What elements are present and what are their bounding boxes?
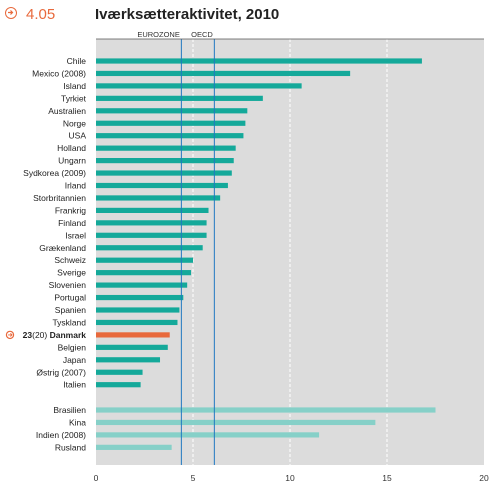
bar xyxy=(96,307,180,313)
category-label: 23(20) Danmark xyxy=(23,330,87,340)
arrow-right-circle-icon xyxy=(5,330,15,340)
category-label: Italien xyxy=(63,380,86,390)
bar xyxy=(96,70,351,77)
bar xyxy=(96,145,236,151)
bar xyxy=(96,232,207,238)
category-label: Kina xyxy=(69,417,86,427)
bar xyxy=(96,120,246,126)
category-label: Brasilien xyxy=(53,405,86,415)
arrow-right-icon xyxy=(8,332,13,337)
category-label: Israel xyxy=(65,230,86,240)
bar xyxy=(96,382,141,388)
bar xyxy=(96,207,209,213)
bar xyxy=(96,419,376,426)
bar xyxy=(96,369,143,375)
bar xyxy=(96,432,320,438)
bar xyxy=(96,220,207,226)
category-label: Storbritannien xyxy=(33,193,86,203)
category-label: Belgien xyxy=(58,342,87,352)
category-label: Schweiz xyxy=(54,255,86,265)
category-label: Frankrig xyxy=(55,205,86,215)
category-label: Rusland xyxy=(55,442,86,452)
category-label: Mexico (2008) xyxy=(32,68,86,78)
figure-header: 4.05 Iværksætteraktivitet, 2010 xyxy=(0,0,500,26)
bar xyxy=(96,257,193,263)
bar xyxy=(96,195,221,201)
bar xyxy=(96,319,178,326)
bar xyxy=(96,444,172,450)
chart-title: Iværksætteraktivitet, 2010 xyxy=(95,6,280,23)
bar xyxy=(96,245,203,251)
category-label: Japan xyxy=(63,355,86,365)
bar xyxy=(96,158,234,164)
bar xyxy=(96,270,192,276)
x-tick-label: 5 xyxy=(191,473,196,483)
bar xyxy=(96,332,170,338)
category-label: Holland xyxy=(57,143,86,153)
category-label: USA xyxy=(69,131,87,141)
x-tick-label: 20 xyxy=(479,473,489,483)
category-label: Portugal xyxy=(54,293,86,303)
category-label: Sydkorea (2009) xyxy=(23,168,86,178)
bar xyxy=(96,108,248,114)
bar xyxy=(96,182,228,189)
category-label: Finland xyxy=(58,218,86,228)
category-label: Chile xyxy=(67,56,87,66)
bar xyxy=(96,95,263,101)
category-label: Irland xyxy=(65,181,87,191)
category-label: Island xyxy=(63,81,86,91)
bar xyxy=(96,294,184,301)
bar xyxy=(96,133,244,139)
category-label: Tyskland xyxy=(52,317,86,327)
figure-number: 4.05 xyxy=(26,6,56,23)
reference-label: EUROZONE xyxy=(137,30,180,39)
category-label: Spanien xyxy=(55,305,86,315)
x-tick-label: 0 xyxy=(94,473,99,483)
x-tick-label: 15 xyxy=(382,473,392,483)
x-tick-label: 10 xyxy=(285,473,295,483)
bar xyxy=(96,83,302,89)
bar xyxy=(96,282,188,288)
bar xyxy=(96,58,422,64)
category-label: Ungarn xyxy=(58,156,86,166)
category-label: Norge xyxy=(63,118,86,128)
bar xyxy=(96,407,436,413)
arrow-right-circle-icon xyxy=(5,7,17,19)
bar xyxy=(96,170,232,176)
category-label: Indien (2008) xyxy=(36,430,86,440)
bar xyxy=(96,344,168,350)
bar xyxy=(96,357,161,363)
category-label: Australien xyxy=(48,106,86,116)
category-label: Slovenien xyxy=(49,280,87,290)
category-label: Østrig (2007) xyxy=(36,367,86,377)
category-label: Sverige xyxy=(57,268,86,278)
reference-label: OECD xyxy=(191,30,213,39)
category-label: Tyrkiet xyxy=(61,93,87,103)
category-label: Grækenland xyxy=(39,243,86,253)
